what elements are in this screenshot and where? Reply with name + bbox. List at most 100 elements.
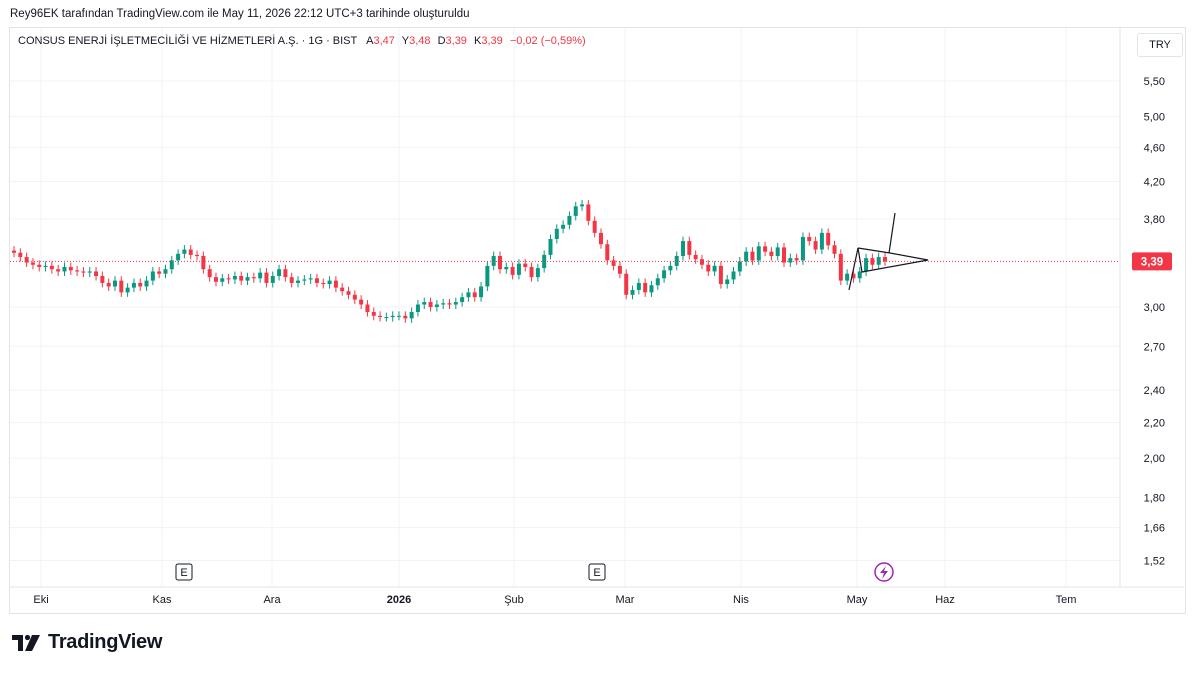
time-tick-label: Eki bbox=[33, 594, 48, 606]
candle-body bbox=[630, 289, 635, 295]
candle-body bbox=[49, 265, 54, 270]
candle-body bbox=[674, 255, 679, 266]
candle-body bbox=[213, 277, 218, 282]
candle-body bbox=[769, 251, 774, 256]
candle-body bbox=[864, 258, 869, 272]
candle-body bbox=[504, 266, 509, 270]
price-tick-label: 2,00 bbox=[1144, 453, 1165, 465]
candle-body bbox=[580, 204, 585, 207]
candle-body bbox=[182, 249, 187, 254]
currency-button[interactable]: TRY bbox=[1137, 33, 1183, 57]
candle-body bbox=[510, 266, 515, 275]
candle-body bbox=[277, 269, 282, 277]
candle-body bbox=[800, 236, 805, 261]
candle-body bbox=[30, 262, 35, 265]
candle-body bbox=[333, 280, 338, 288]
candle-body bbox=[188, 249, 193, 255]
price-tick-label: 4,60 bbox=[1144, 143, 1165, 155]
close-label: K bbox=[474, 35, 482, 47]
candle-body bbox=[491, 255, 496, 266]
candle-body bbox=[687, 241, 692, 255]
candle-body bbox=[340, 287, 345, 292]
candle-body bbox=[763, 246, 768, 252]
candle-body bbox=[296, 280, 301, 283]
candle-body bbox=[428, 302, 433, 307]
chart-caption: Rey96EK tarafından TradingView.com ile M… bbox=[10, 8, 470, 20]
candle-body bbox=[131, 282, 136, 288]
price-tick-label: 1,66 bbox=[1144, 523, 1165, 535]
candle-body bbox=[289, 277, 294, 283]
candle-body bbox=[24, 257, 29, 263]
candle-body bbox=[371, 312, 376, 316]
candle-body bbox=[270, 276, 275, 283]
candle-body bbox=[308, 278, 313, 280]
candle-body bbox=[264, 272, 269, 283]
candle-body bbox=[283, 269, 288, 278]
candle-body bbox=[37, 264, 42, 267]
candle-body bbox=[422, 302, 427, 305]
low-value: 3,39 bbox=[445, 35, 467, 47]
candle-body bbox=[403, 315, 408, 319]
candle-body bbox=[397, 315, 402, 317]
candle-body bbox=[782, 247, 787, 263]
time-tick-label: Mar bbox=[616, 594, 635, 606]
candle-body bbox=[384, 317, 389, 319]
candle-body bbox=[447, 303, 452, 305]
price-tick-label: 4,20 bbox=[1144, 177, 1165, 189]
candle-body bbox=[346, 291, 351, 295]
candle-body bbox=[643, 282, 648, 293]
candle-body bbox=[699, 259, 704, 265]
last-price-value: 3,39 bbox=[1141, 256, 1163, 268]
earnings-marker[interactable]: E bbox=[588, 563, 606, 581]
dividend-flash-icon[interactable] bbox=[874, 562, 894, 582]
time-tick-label: 2026 bbox=[387, 594, 411, 606]
candle-body bbox=[321, 282, 326, 285]
candle-body bbox=[845, 273, 850, 281]
candle-body bbox=[857, 271, 862, 279]
candle-body bbox=[516, 263, 521, 275]
breakout-line bbox=[848, 247, 859, 291]
candle-body bbox=[737, 261, 742, 272]
candle-body bbox=[744, 251, 749, 262]
close-value: 3,39 bbox=[481, 35, 503, 47]
candle-body bbox=[592, 220, 597, 233]
candle-body bbox=[819, 232, 824, 250]
price-tick-label: 3,80 bbox=[1144, 214, 1165, 226]
candle-body bbox=[87, 271, 92, 273]
candle-body bbox=[706, 264, 711, 272]
candle-body bbox=[359, 299, 364, 305]
candle-body bbox=[485, 265, 490, 287]
candle-body bbox=[870, 258, 875, 265]
chart-frame[interactable] bbox=[9, 27, 1186, 614]
price-tick-label: 2,20 bbox=[1144, 418, 1165, 430]
tradingview-logo[interactable]: TradingView bbox=[12, 631, 162, 654]
candle-body bbox=[586, 204, 591, 221]
trendline-drawings bbox=[848, 212, 929, 291]
candle-body bbox=[415, 304, 420, 313]
candle-body bbox=[788, 258, 793, 263]
earnings-marker[interactable]: E bbox=[175, 563, 193, 581]
price-tick-label: 2,70 bbox=[1144, 341, 1165, 353]
candle-body bbox=[573, 206, 578, 216]
candles bbox=[12, 199, 887, 323]
candle-body bbox=[106, 282, 111, 287]
candle-body bbox=[775, 247, 780, 256]
candle-body bbox=[94, 271, 99, 277]
candle-body bbox=[138, 282, 143, 287]
candle-body bbox=[718, 265, 723, 285]
candle-body bbox=[258, 272, 263, 279]
candle-body bbox=[636, 282, 641, 290]
candle-body bbox=[605, 244, 610, 261]
candle-body bbox=[169, 260, 174, 270]
symbol-legend: CONSUS ENERJİ İŞLETMECİLİĞİ VE HİZMETLER… bbox=[18, 35, 590, 47]
price-tick-label: 2,40 bbox=[1144, 385, 1165, 397]
open-value: 3,47 bbox=[373, 35, 395, 47]
price-tick-label: 5,50 bbox=[1144, 76, 1165, 88]
candle-body bbox=[807, 236, 812, 242]
candle-body bbox=[409, 312, 414, 319]
tradingview-wordmark: TradingView bbox=[48, 631, 163, 653]
price-tick-label: 1,52 bbox=[1144, 556, 1165, 568]
earnings-marker-label: E bbox=[593, 567, 600, 579]
time-tick-label: Kas bbox=[153, 594, 172, 606]
